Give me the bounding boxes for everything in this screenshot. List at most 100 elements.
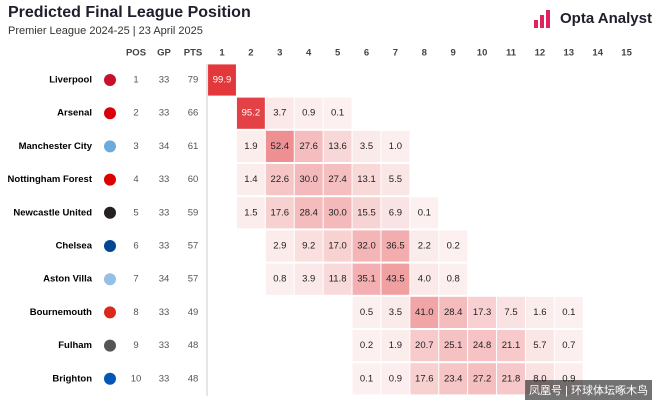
probability-cell	[381, 296, 410, 328]
stat: 2	[133, 108, 138, 119]
position-header: 8	[422, 48, 427, 59]
probability-cell	[323, 230, 352, 262]
probability-cell	[352, 130, 381, 162]
probability-cell	[294, 164, 323, 196]
title: Predicted Final League Position	[8, 4, 251, 21]
probability-cell	[294, 130, 323, 162]
team-crest	[104, 140, 116, 153]
probability-label: 36.5	[386, 241, 405, 252]
position-header: 11	[506, 48, 517, 59]
probability-label: 24.8	[473, 340, 492, 351]
probability-label: 0.7	[562, 340, 575, 351]
probability-label: 1.6	[533, 307, 546, 318]
probability-cell	[554, 296, 583, 328]
position-header: 10	[477, 48, 488, 59]
probability-label: 0.8	[447, 274, 460, 285]
probability-label: 23.4	[444, 373, 463, 384]
stat: 4	[133, 174, 138, 185]
probability-cell	[352, 330, 381, 362]
stat: 9	[133, 340, 138, 351]
probability-cell	[265, 164, 294, 196]
probability-label: 17.6	[271, 207, 290, 218]
stat: 33	[159, 108, 170, 119]
probability-label: 30.0	[328, 207, 347, 218]
probability-label: 27.4	[328, 174, 347, 185]
probability-label: 21.8	[502, 373, 521, 384]
probability-label: 35.1	[357, 274, 376, 285]
probability-cell	[265, 97, 294, 129]
probability-label: 0.2	[447, 241, 460, 252]
stat: 3	[133, 141, 138, 152]
probability-cell	[352, 230, 381, 262]
stat: 7	[133, 274, 138, 285]
position-header: 12	[535, 48, 546, 59]
team-crest	[104, 74, 116, 86]
probability-cell	[381, 197, 410, 229]
stat: 5	[133, 207, 138, 218]
probability-label: 1.5	[244, 207, 257, 218]
probability-cell	[381, 230, 410, 262]
probability-label: 0.9	[302, 108, 315, 119]
probability-label: 1.0	[389, 141, 402, 152]
probability-label: 3.7	[273, 108, 286, 119]
probability-cell	[265, 263, 294, 295]
probability-label: 6.9	[389, 207, 402, 218]
team-crest	[104, 372, 116, 385]
probability-label: 5.7	[533, 340, 546, 351]
probability-label: 3.5	[360, 141, 373, 152]
team-name: Aston Villa	[43, 274, 93, 285]
probability-cell	[497, 296, 525, 328]
stat: 61	[188, 141, 199, 152]
probability-cell	[381, 263, 410, 295]
probability-cell	[381, 363, 410, 395]
probability-cell	[294, 230, 323, 262]
probability-label: 0.1	[360, 373, 373, 384]
probability-cell	[294, 263, 323, 295]
team-name: Liverpool	[49, 75, 92, 86]
probability-label: 3.9	[302, 274, 315, 285]
probability-cell	[439, 330, 468, 362]
probability-label: 22.6	[271, 174, 290, 185]
stat: 33	[159, 340, 170, 351]
stat: 6	[133, 241, 138, 252]
probability-label: 0.1	[562, 307, 575, 318]
probability-label: 32.0	[357, 241, 376, 252]
probability-label: 11.8	[329, 274, 347, 285]
stat: 79	[188, 75, 199, 86]
column-header: PTS	[184, 48, 202, 59]
brand-logo	[534, 10, 550, 28]
probability-cell	[294, 197, 323, 229]
probability-label: 0.2	[360, 340, 373, 351]
team-name: Bournemouth	[30, 307, 92, 318]
probability-label: 99.9	[213, 75, 232, 86]
probability-label: 3.5	[389, 307, 402, 318]
probability-cell	[468, 296, 497, 328]
probability-cell	[323, 263, 352, 295]
probability-cell	[439, 230, 468, 262]
subtitle: Premier League 2024-25 | 23 April 2025	[8, 25, 203, 37]
team-crest	[104, 240, 116, 252]
probability-cell	[468, 363, 497, 395]
column-header: GP	[157, 48, 171, 59]
probability-cell	[468, 330, 497, 362]
stat: 33	[159, 373, 170, 384]
probability-cell	[439, 363, 468, 395]
probability-cell	[381, 130, 410, 162]
probability-label: 7.5	[504, 307, 517, 318]
probability-cell	[410, 263, 439, 295]
probability-label: 27.6	[299, 141, 318, 152]
probability-label: 2.2	[418, 241, 431, 252]
probability-cell	[236, 130, 265, 162]
probability-cell	[352, 296, 381, 328]
probability-label: 25.1	[444, 340, 463, 351]
stat: 8	[133, 307, 138, 318]
team-crest	[104, 306, 116, 319]
probability-label: 0.5	[360, 307, 373, 318]
probability-cell	[352, 363, 381, 395]
position-header: 13	[564, 48, 575, 59]
stat: 33	[159, 174, 170, 185]
probability-label: 27.2	[473, 373, 492, 384]
probability-label: 17.3	[473, 307, 492, 318]
stat: 33	[159, 75, 170, 86]
